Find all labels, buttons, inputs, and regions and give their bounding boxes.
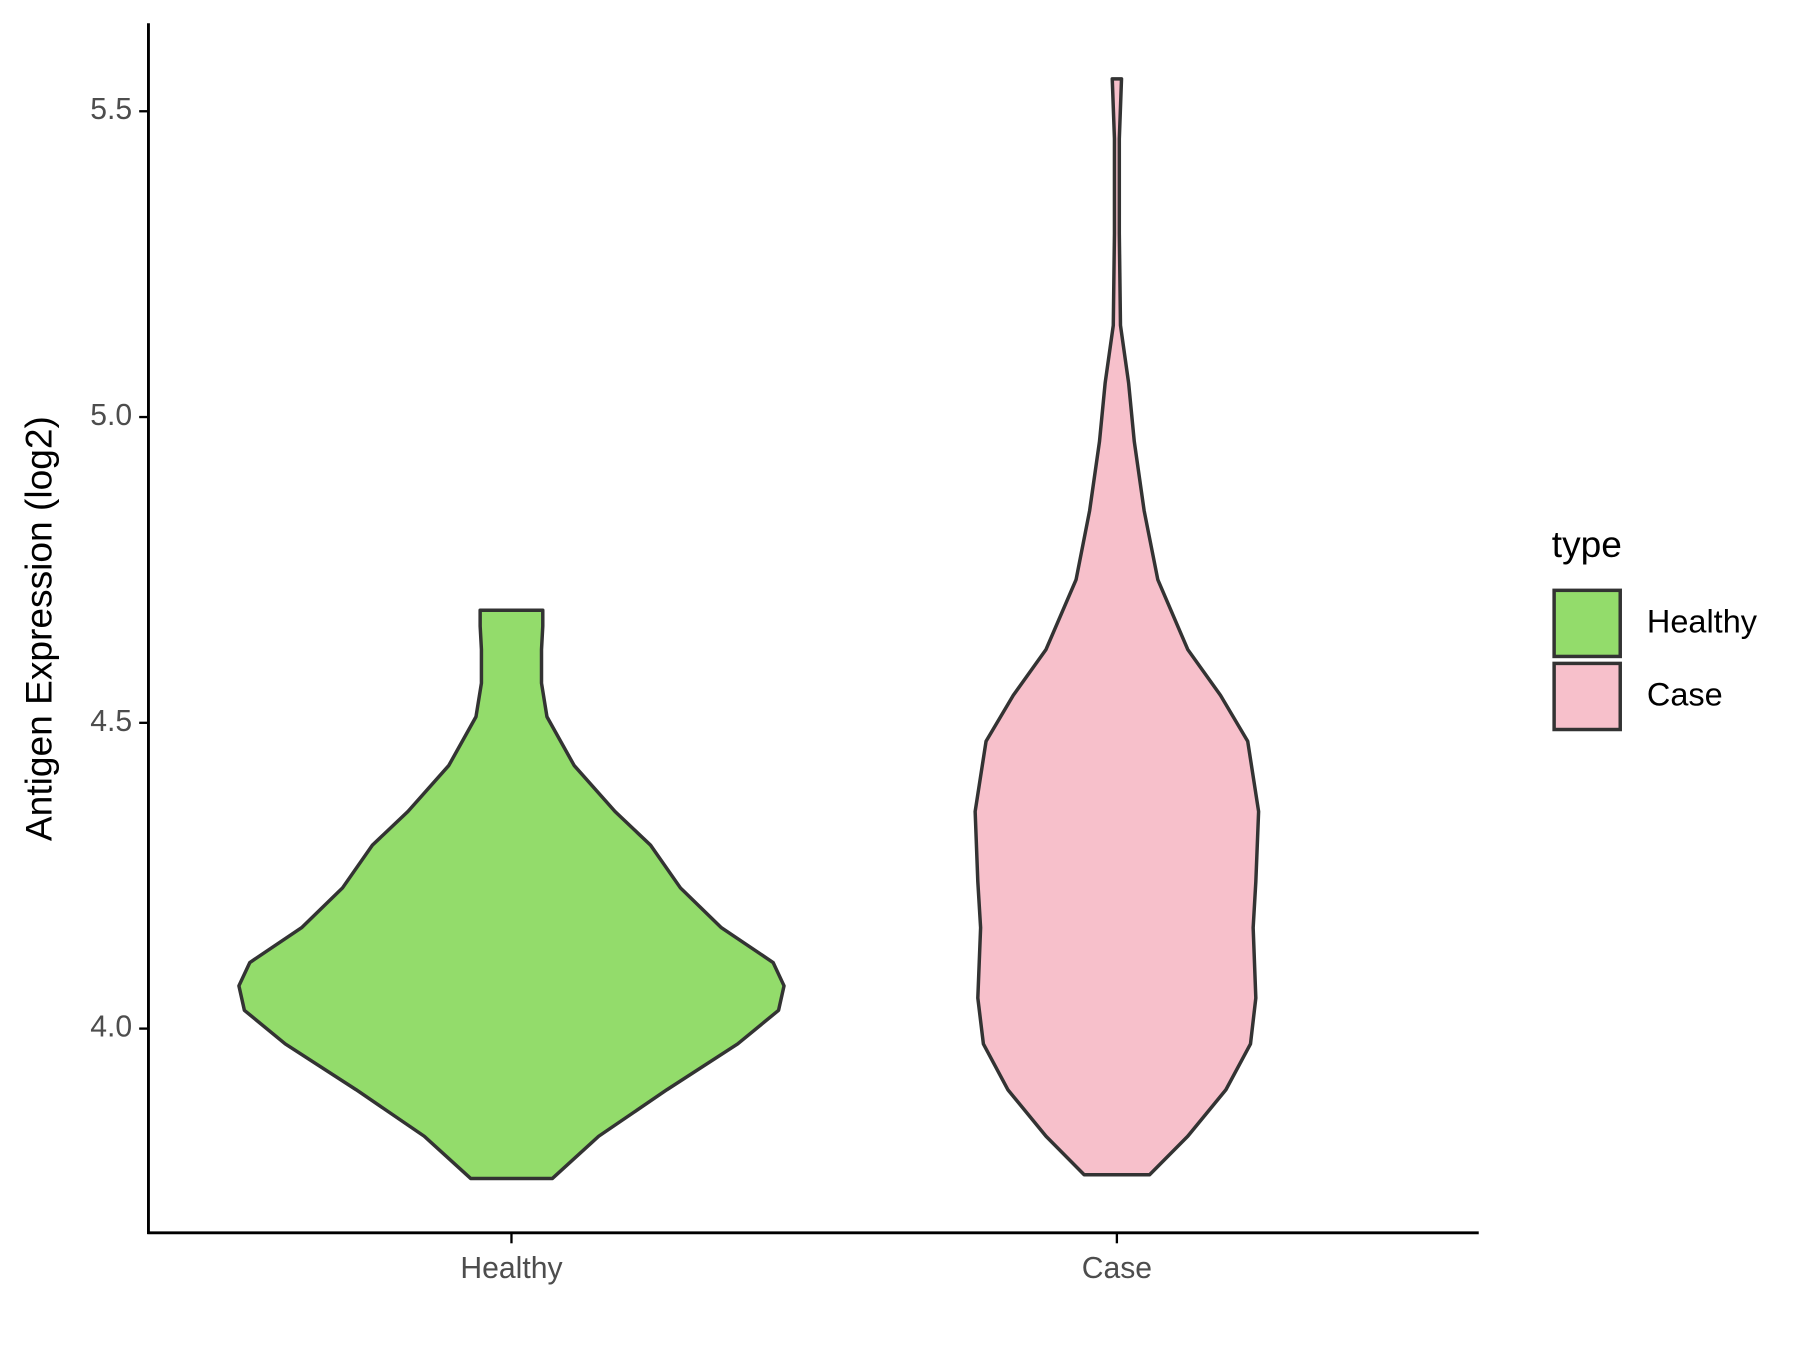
y-axis-label: Antigen Expression (log2) [18, 416, 60, 841]
violin [973, 77, 1261, 1177]
y-tick-label: 5.0 [90, 399, 132, 432]
legend-swatch [1552, 661, 1622, 732]
legend-swatch [1552, 588, 1622, 659]
x-tick-label: Healthy [460, 1252, 563, 1285]
x-tick-label: Case [1082, 1252, 1152, 1285]
y-tick-label: 4.5 [90, 705, 132, 738]
legend-label: Case [1647, 677, 1723, 713]
y-tick-label: 4.0 [90, 1011, 132, 1044]
legend-label: Healthy [1647, 604, 1758, 640]
y-tick-label: 5.5 [90, 93, 132, 126]
violin [237, 608, 786, 1181]
legend-title: type [1552, 523, 1622, 565]
